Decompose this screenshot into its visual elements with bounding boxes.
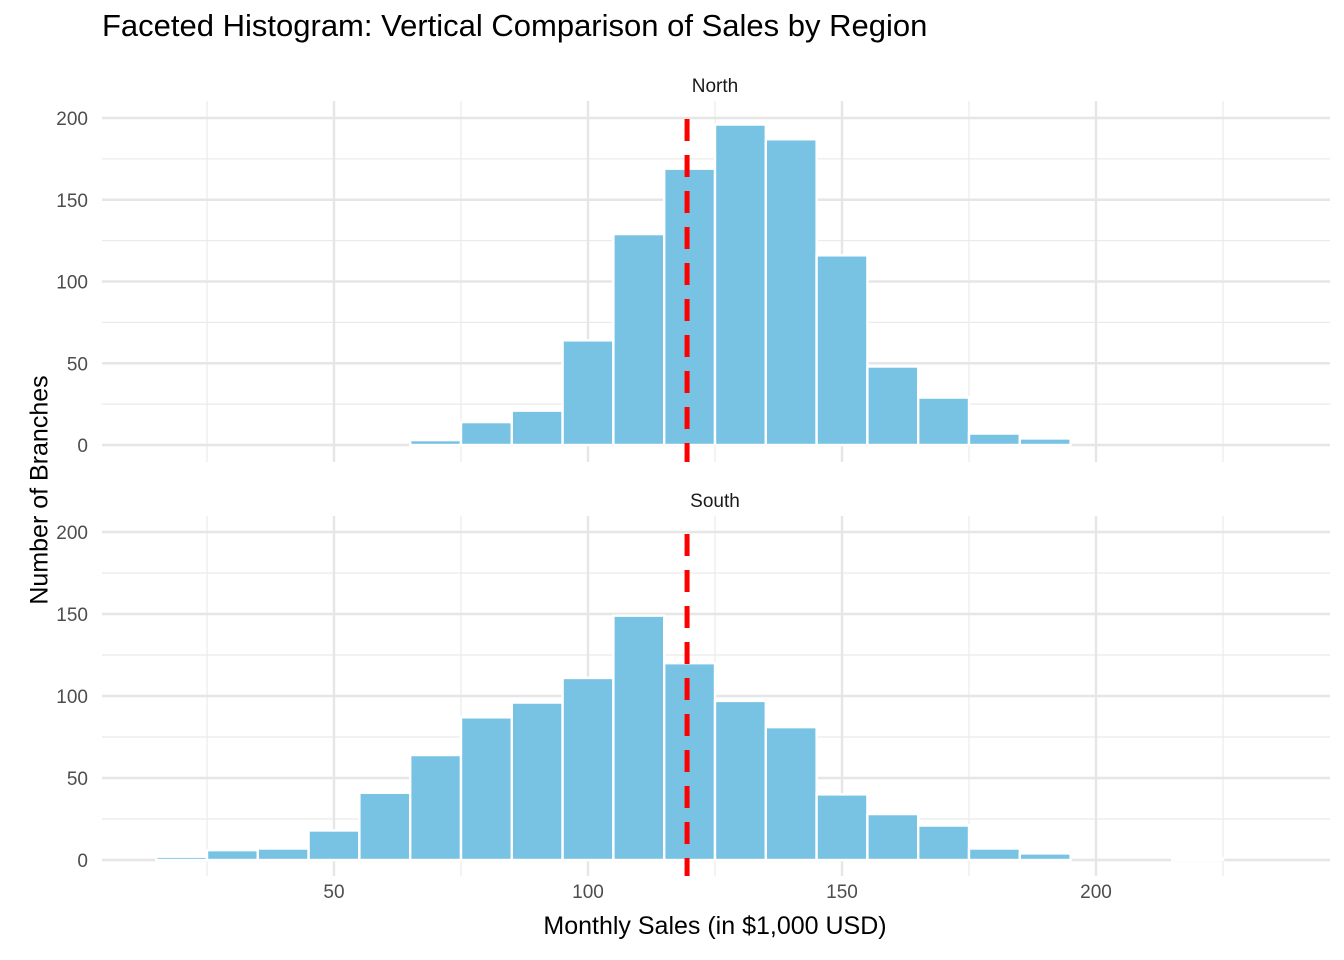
- histogram-bar: [459, 420, 513, 447]
- histogram-bar: [561, 339, 615, 447]
- y-tick-label: 50: [67, 769, 88, 790]
- histogram-bar: [663, 662, 717, 862]
- facet-strip-label: North: [692, 76, 738, 97]
- histogram-bar: [713, 123, 767, 447]
- y-tick-label: 100: [56, 687, 88, 708]
- histogram-bar: [409, 438, 463, 447]
- histogram-bar: [307, 829, 361, 862]
- histogram-bar: [256, 847, 310, 862]
- histogram-bar: [815, 793, 869, 862]
- histogram-bar: [917, 396, 971, 447]
- y-tick-label: 0: [77, 436, 88, 457]
- y-tick-label: 200: [56, 523, 88, 544]
- facet-panel-south: 0 50 100 150 200 South: [56, 491, 1330, 876]
- y-tick-label: 150: [56, 605, 88, 626]
- chart-title: Faceted Histogram: Vertical Comparison o…: [102, 8, 928, 43]
- histogram-bar: [510, 701, 564, 862]
- x-axis-label: Monthly Sales (in $1,000 USD): [543, 912, 887, 940]
- histogram-bar: [561, 676, 615, 862]
- histogram-bar: [205, 848, 259, 862]
- histogram-bar: [967, 432, 1021, 447]
- y-tick-label: 200: [56, 109, 88, 130]
- histogram-bar: [1018, 852, 1072, 862]
- histogram-bar: [764, 725, 818, 862]
- histogram-bar: [967, 847, 1021, 862]
- histogram-bar: [459, 716, 513, 862]
- x-tick-label: 150: [826, 882, 858, 903]
- histogram-bar: [1018, 437, 1072, 447]
- x-tick-label: 200: [1080, 882, 1112, 903]
- histogram-bar: [663, 167, 717, 447]
- histogram-bar: [154, 855, 209, 862]
- facet-strip-label: South: [690, 491, 740, 512]
- histogram-bar: [1170, 857, 1225, 862]
- y-tick-label: 100: [56, 273, 88, 294]
- y-tick-label: 50: [67, 354, 88, 375]
- histogram-bar: [764, 138, 818, 447]
- histogram-bar: [510, 409, 564, 447]
- histogram-bar: [713, 699, 767, 862]
- y-tick-label: 0: [77, 851, 88, 872]
- y-tick-label: 150: [56, 191, 88, 212]
- histogram-bar: [358, 791, 412, 862]
- histogram-bar: [866, 365, 920, 447]
- histogram-bar: [917, 824, 971, 862]
- x-tick-label: 50: [323, 882, 344, 903]
- facet-panel-north: 0 50 100 150 200 North: [56, 76, 1330, 462]
- histogram-bar: [815, 254, 869, 447]
- x-tick-label: 100: [572, 882, 604, 903]
- histogram-bar: [866, 812, 920, 862]
- histogram-bar: [612, 232, 666, 447]
- histogram-bar: [612, 614, 666, 862]
- histogram-bar: [409, 753, 463, 862]
